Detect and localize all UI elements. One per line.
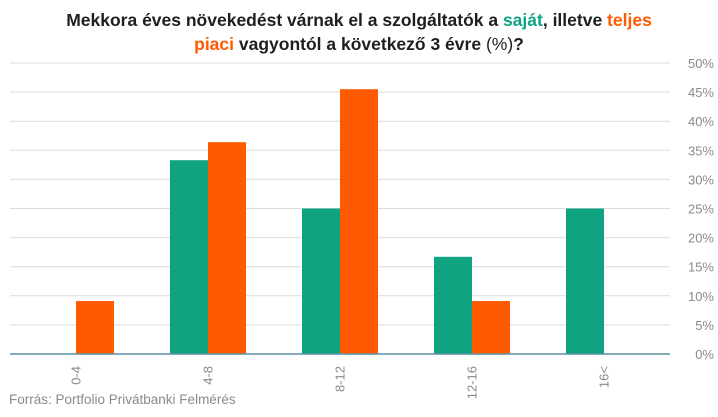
- title-text: ?: [513, 34, 524, 54]
- y-tick-label: 30%: [688, 172, 714, 187]
- source-note: Forrás: Portfolio Privátbanki Felmérés: [9, 392, 236, 407]
- bar-total-8-12: [340, 89, 378, 354]
- bars: [76, 89, 604, 354]
- bar-own-12-16: [434, 256, 472, 354]
- y-tick-label: 15%: [688, 260, 714, 275]
- x-tick-label: 8-12: [333, 366, 348, 392]
- y-tick-label: 25%: [688, 202, 714, 217]
- x-tick-label: 0-4: [69, 366, 84, 385]
- x-tick-label: 12-16: [465, 366, 480, 399]
- x-axis-ticks: 0-4 4-8 8-12 12-16 16<: [69, 366, 612, 399]
- chart-title: Mekkora éves növekedést várnak el a szol…: [0, 8, 718, 56]
- title-unit: (%): [485, 34, 514, 54]
- y-tick-label: 5%: [695, 318, 714, 333]
- y-axis-ticks: 0% 5% 10% 15% 20% 25% 30% 35% 40% 45% 50%: [688, 56, 714, 362]
- y-tick-label: 45%: [688, 85, 714, 100]
- title-line2: piaci vagyontól a következő 3 évre (%)?: [0, 32, 718, 56]
- bar-own-8-12: [302, 208, 340, 354]
- title-text: , illetve: [542, 10, 608, 30]
- title-total-highlight: piaci: [194, 34, 235, 54]
- y-tick-label: 10%: [688, 289, 714, 304]
- x-tick-label: 16<: [597, 366, 612, 388]
- y-tick-label: 0%: [695, 347, 714, 362]
- y-tick-label: 50%: [688, 56, 714, 71]
- bar-total-12-16: [472, 301, 510, 354]
- y-tick-label: 40%: [688, 114, 714, 129]
- x-tick-label: 4-8: [201, 366, 216, 385]
- bar-total-4-8: [208, 142, 246, 354]
- title-own-highlight: saját: [502, 10, 543, 30]
- bar-own-4-8: [170, 160, 208, 354]
- y-tick-label: 20%: [688, 231, 714, 246]
- title-text: vagyontól a következő 3 évre: [234, 34, 486, 54]
- title-line1: Mekkora éves növekedést várnak el a szol…: [66, 10, 652, 30]
- bar-own-16<: [566, 208, 604, 354]
- title-total-highlight: teljes: [607, 10, 652, 30]
- y-tick-label: 35%: [688, 143, 714, 158]
- title-text: Mekkora éves növekedést várnak el a szol…: [66, 10, 503, 30]
- bar-total-0-4: [76, 301, 114, 354]
